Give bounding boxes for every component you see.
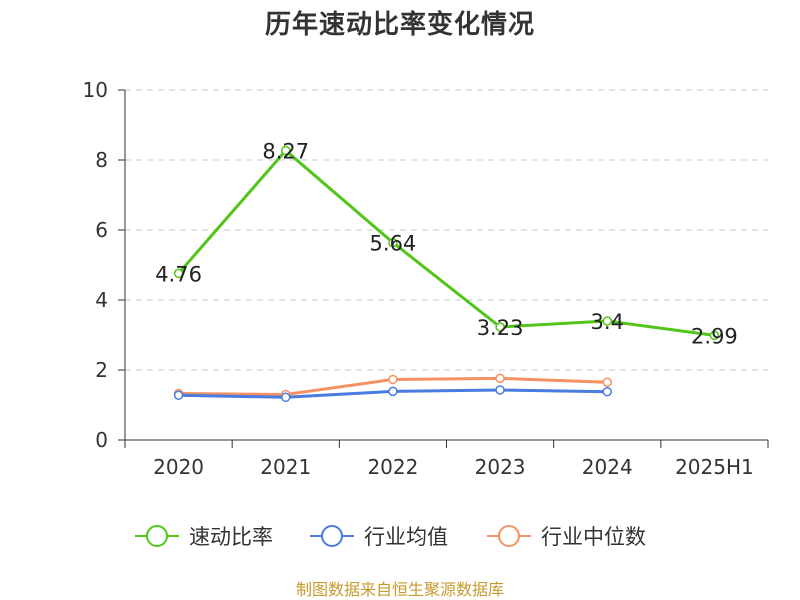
x-tick-label: 2025H1 — [675, 455, 754, 479]
data-point — [602, 386, 612, 397]
legend-label: 行业均值 — [364, 525, 448, 549]
series-lines — [173, 145, 720, 403]
y-tick-label: 0 — [95, 428, 108, 452]
data-label: 4.76 — [155, 262, 202, 286]
data-point — [495, 373, 505, 384]
data-labels: 4.76 8.27 5.64 3.23 3.4 2.99 — [155, 140, 738, 349]
legend-label: 速动比率 — [189, 525, 273, 549]
series-line — [177, 149, 715, 337]
x-tick-label: 2023 — [475, 455, 526, 479]
data-point — [281, 392, 291, 403]
y-tick-label: 6 — [95, 218, 108, 242]
data-label: 5.64 — [370, 232, 417, 256]
data-point — [173, 268, 184, 279]
y-tick-label: 8 — [95, 148, 108, 172]
legend-item: 行业均值 — [310, 525, 448, 549]
data-point — [602, 316, 612, 326]
x-tick-label: 2021 — [260, 455, 311, 479]
legend-marker — [321, 525, 343, 547]
data-label: 2.99 — [691, 324, 738, 348]
data-point — [709, 330, 720, 341]
data-point — [388, 237, 398, 248]
chart-title: 历年速动比率变化情况 — [264, 10, 535, 40]
data-point — [495, 322, 505, 332]
source-note: 制图数据来自恒生聚源数据库 — [295, 580, 504, 599]
legend-label: 行业中位数 — [541, 525, 646, 549]
x-tick-label: 2022 — [367, 455, 418, 479]
axes: 0 2 4 6 8 10 2020 2021 2022 2023 2024 2025H1 — [83, 78, 769, 479]
y-tick-label: 10 — [83, 78, 108, 102]
data-label: 8.27 — [262, 140, 309, 164]
legend-marker — [146, 525, 168, 547]
legend-marker — [498, 525, 520, 547]
data-point — [495, 385, 505, 395]
x-tick-label: 2020 — [153, 455, 204, 479]
legend-item: 行业中位数 — [487, 525, 646, 549]
y-tick-label: 2 — [95, 358, 108, 382]
data-point — [602, 377, 612, 387]
data-point — [281, 145, 291, 156]
legend: 速动比率 行业均值 行业中位数 — [135, 525, 646, 549]
data-label: 3.23 — [477, 316, 524, 340]
data-label: 3.4 — [591, 310, 624, 334]
data-point — [388, 374, 398, 385]
data-point — [173, 390, 184, 400]
y-tick-label: 4 — [95, 288, 108, 312]
grid-lines — [125, 89, 768, 371]
legend-item: 速动比率 — [135, 525, 273, 549]
data-point — [388, 386, 398, 397]
x-tick-label: 2024 — [582, 455, 633, 479]
